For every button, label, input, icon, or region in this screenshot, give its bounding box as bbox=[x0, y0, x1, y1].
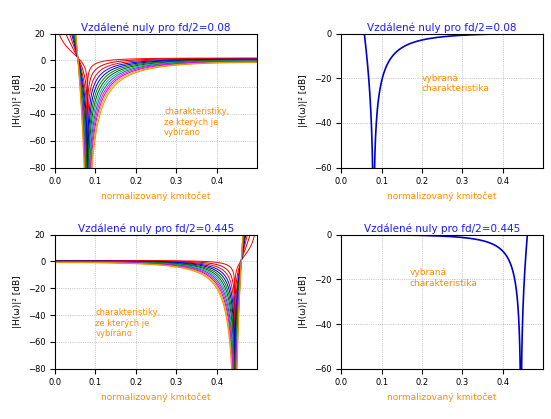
Text: vybraná
charakteristika: vybraná charakteristika bbox=[410, 268, 478, 287]
Text: vybraná
charakteristika: vybraná charakteristika bbox=[422, 74, 490, 93]
X-axis label: normalizovaný kmitočet: normalizovaný kmitočet bbox=[101, 393, 210, 403]
X-axis label: normalizovaný kmitočet: normalizovaný kmitočet bbox=[387, 393, 497, 403]
Y-axis label: |H(ω)|² [dB]: |H(ω)|² [dB] bbox=[299, 275, 309, 328]
Title: Vzdálené nuly pro fd/2=0.445: Vzdálené nuly pro fd/2=0.445 bbox=[364, 223, 520, 234]
Title: Vzdálené nuly pro fd/2=0.08: Vzdálené nuly pro fd/2=0.08 bbox=[367, 22, 517, 33]
Y-axis label: |H(ω)|² [dB]: |H(ω)|² [dB] bbox=[299, 74, 309, 127]
X-axis label: normalizovaný kmitočet: normalizovaný kmitočet bbox=[387, 192, 497, 202]
Y-axis label: |H(ω)|² [dB]: |H(ω)|² [dB] bbox=[13, 275, 22, 328]
Text: charakteristiky,
ze kterých je
vybíráno: charakteristiky, ze kterých je vybíráno bbox=[95, 308, 161, 338]
X-axis label: normalizovaný kmitočet: normalizovaný kmitočet bbox=[101, 192, 210, 202]
Y-axis label: |H(ω)|² [dB]: |H(ω)|² [dB] bbox=[13, 74, 22, 127]
Text: charakteristiky,
ze kterých je
vybíráno: charakteristiky, ze kterých je vybíráno bbox=[164, 107, 229, 137]
Title: Vzdálené nuly pro fd/2=0.445: Vzdálené nuly pro fd/2=0.445 bbox=[78, 223, 234, 234]
Title: Vzdálené nuly pro fd/2=0.08: Vzdálené nuly pro fd/2=0.08 bbox=[81, 22, 231, 33]
